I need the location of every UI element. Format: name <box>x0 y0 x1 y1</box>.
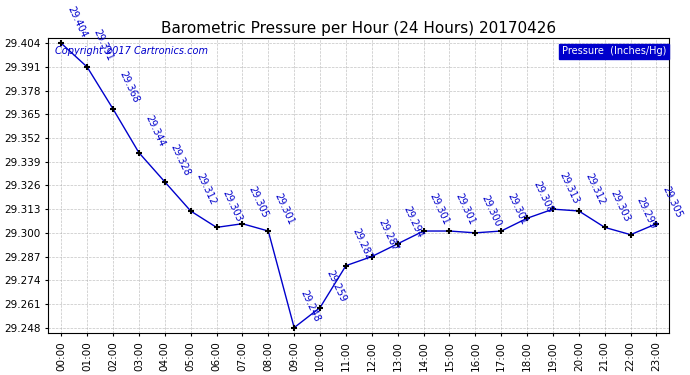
Text: 29.299: 29.299 <box>635 196 658 231</box>
Text: 29.404: 29.404 <box>66 4 89 39</box>
Text: 29.282: 29.282 <box>350 226 373 261</box>
Text: 29.328: 29.328 <box>169 143 193 178</box>
Text: 29.344: 29.344 <box>143 114 166 148</box>
Text: 29.312: 29.312 <box>583 172 607 207</box>
Text: 29.313: 29.313 <box>557 170 580 205</box>
Text: 29.301: 29.301 <box>453 192 477 227</box>
Text: 29.391: 29.391 <box>91 28 115 63</box>
Text: 29.305: 29.305 <box>660 184 684 220</box>
Text: 29.303: 29.303 <box>609 188 632 223</box>
Text: 29.303: 29.303 <box>221 188 244 223</box>
Text: Copyright 2017 Cartronics.com: Copyright 2017 Cartronics.com <box>55 46 208 57</box>
Text: 29.301: 29.301 <box>505 192 529 227</box>
Text: 29.300: 29.300 <box>480 194 503 229</box>
Text: 29.301: 29.301 <box>273 192 296 227</box>
Title: Barometric Pressure per Hour (24 Hours) 20170426: Barometric Pressure per Hour (24 Hours) … <box>161 21 556 36</box>
Text: 29.308: 29.308 <box>531 179 555 214</box>
Text: 29.305: 29.305 <box>246 184 270 220</box>
Text: 29.368: 29.368 <box>117 70 141 105</box>
Text: 29.301: 29.301 <box>428 192 451 227</box>
Text: 29.294: 29.294 <box>402 205 425 240</box>
Text: 29.248: 29.248 <box>298 288 322 324</box>
Text: 29.259: 29.259 <box>324 268 348 303</box>
Text: 29.312: 29.312 <box>195 172 218 207</box>
Text: Pressure  (Inches/Hg): Pressure (Inches/Hg) <box>562 46 667 57</box>
Text: 29.287: 29.287 <box>376 217 400 252</box>
